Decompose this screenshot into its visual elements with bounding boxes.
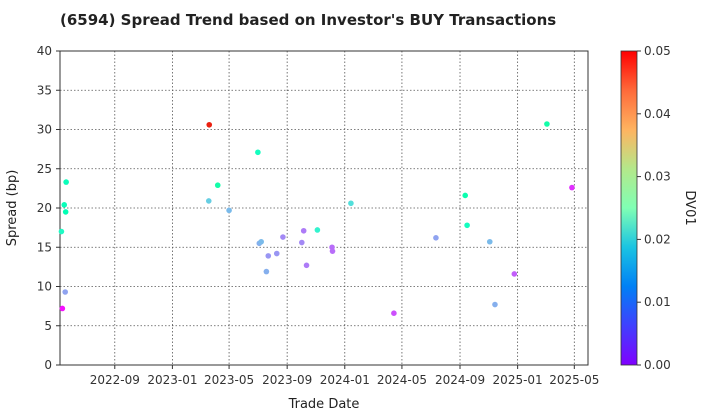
data-point: [544, 121, 550, 127]
data-point: [303, 262, 310, 269]
data-point: [462, 192, 469, 199]
y-tick-label: 0: [44, 358, 52, 372]
y-tick-label: 5: [44, 319, 52, 333]
x-tick-label: 2023-05: [204, 373, 254, 387]
x-tick-label: 2025-05: [549, 373, 599, 387]
x-tick-label: 2024-05: [377, 373, 427, 387]
data-point: [280, 234, 286, 240]
data-point: [59, 305, 66, 312]
data-point: [206, 121, 213, 128]
colorbar: [620, 50, 638, 366]
x-tick-label: 2023-09: [262, 373, 312, 387]
data-point: [329, 248, 336, 254]
colorbar-label: DV01: [682, 190, 697, 225]
colorbar-tick-label: 0.00: [644, 358, 671, 372]
data-point: [62, 289, 68, 295]
data-point: [214, 182, 221, 189]
data-point: [226, 207, 232, 214]
y-axis-label: Spread (bp): [5, 170, 20, 247]
y-tick-label: 15: [37, 240, 52, 254]
data-point: [511, 271, 518, 277]
x-tick-label: 2025-01: [493, 373, 543, 387]
colorbar-ticks: 0.00 0.01 0.02 0.03 0.04 0.05: [637, 44, 671, 372]
y-axis: 0 5 10 15 20 25 30 35 40: [37, 44, 60, 372]
y-tick-label: 20: [37, 201, 52, 215]
data-point: [464, 222, 470, 229]
data-point: [492, 301, 498, 308]
data-point: [63, 179, 69, 185]
data-point: [300, 227, 307, 234]
colorbar-tick-label: 0.03: [644, 170, 671, 184]
data-point: [314, 227, 321, 233]
data-point: [255, 149, 261, 156]
x-axis: 2022-09 2023-01 2023-05 2023-09 2024-01 2024-…: [90, 365, 599, 387]
grid-lines: [60, 50, 588, 366]
colorbar-tick-label: 0.04: [644, 107, 671, 121]
y-tick-label: 35: [37, 83, 52, 97]
data-point: [61, 202, 68, 208]
data-point: [391, 310, 397, 316]
data-point: [265, 253, 272, 259]
x-tick-label: 2022-09: [90, 373, 140, 387]
y-tick-label: 10: [37, 280, 52, 294]
data-point: [299, 239, 305, 246]
colorbar-tick-label: 0.02: [644, 232, 671, 246]
data-points: [58, 121, 575, 316]
y-tick-label: 25: [37, 162, 52, 176]
colorbar-tick-label: 0.01: [644, 295, 671, 309]
data-point: [258, 238, 264, 245]
data-point: [62, 209, 69, 215]
x-axis-label: Trade Date: [288, 397, 360, 412]
y-tick-label: 30: [37, 123, 52, 137]
data-point: [433, 235, 439, 241]
data-point: [348, 200, 354, 207]
data-point: [205, 198, 212, 204]
data-point: [263, 268, 270, 275]
x-tick-label: 2023-01: [147, 373, 197, 387]
data-point: [486, 238, 493, 245]
chart-title: (6594) Spread Trend based on Investor's …: [60, 11, 556, 29]
x-tick-label: 2024-01: [320, 373, 370, 387]
colorbar-tick-label: 0.05: [644, 44, 671, 58]
data-point: [569, 184, 575, 191]
y-tick-label: 40: [37, 44, 52, 58]
data-point: [58, 228, 65, 235]
x-tick-label: 2024-09: [435, 373, 485, 387]
data-point: [273, 250, 280, 257]
